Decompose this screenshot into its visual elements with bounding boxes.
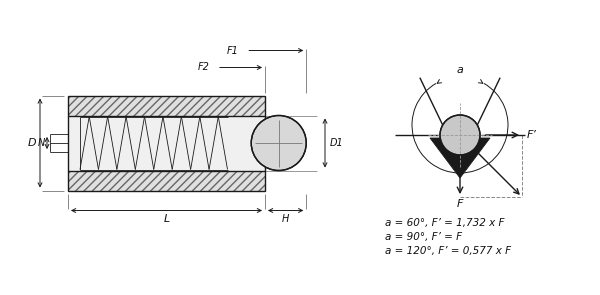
Text: D1: D1 xyxy=(330,138,344,148)
Text: L: L xyxy=(163,214,170,224)
Text: H: H xyxy=(282,214,289,224)
Text: a: a xyxy=(457,65,463,75)
Text: a = 90°, F’ = F: a = 90°, F’ = F xyxy=(385,232,462,242)
Text: D: D xyxy=(28,138,37,148)
Circle shape xyxy=(251,116,306,171)
Polygon shape xyxy=(430,138,490,178)
Text: F: F xyxy=(457,199,463,209)
Bar xyxy=(68,96,265,116)
Text: N: N xyxy=(37,138,44,148)
Text: a = 60°, F’ = 1,732 x F: a = 60°, F’ = 1,732 x F xyxy=(385,218,505,228)
Bar xyxy=(68,171,265,191)
Text: F’: F’ xyxy=(527,130,537,140)
Bar xyxy=(68,116,265,171)
Text: F2: F2 xyxy=(198,63,210,73)
Bar xyxy=(68,96,265,191)
Text: F1: F1 xyxy=(226,45,238,55)
Circle shape xyxy=(440,115,480,155)
Text: a = 120°, F’ = 0,577 x F: a = 120°, F’ = 0,577 x F xyxy=(385,246,511,256)
